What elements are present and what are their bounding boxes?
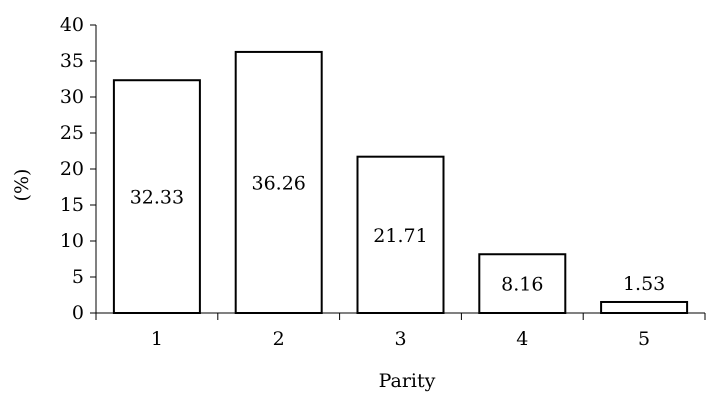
y-tick-label: 35 xyxy=(60,50,84,72)
y-tick-label: 0 xyxy=(72,302,84,324)
x-tick-label: 5 xyxy=(638,328,650,350)
bar-1 xyxy=(112,79,201,314)
x-tick-label: 4 xyxy=(516,328,528,350)
y-tick-label: 10 xyxy=(60,230,84,252)
data-label: 1.53 xyxy=(623,273,665,295)
x-axis-title: Parity xyxy=(379,370,436,392)
data-label: 21.71 xyxy=(373,225,427,247)
bar-5 xyxy=(600,300,689,315)
y-axis-title: (%) xyxy=(11,169,33,202)
y-tick-label: 15 xyxy=(60,194,84,216)
bar-4 xyxy=(478,253,567,314)
bar-3 xyxy=(356,155,445,314)
y-axis: 0 5 10 15 20 25 30 35 40 xyxy=(60,14,97,324)
bars xyxy=(112,50,689,315)
y-tick-label: 25 xyxy=(60,122,84,144)
bar-2 xyxy=(234,50,323,314)
x-axis: 1 2 3 4 5 xyxy=(95,312,706,350)
data-label: 32.33 xyxy=(130,187,184,209)
y-tick-label: 20 xyxy=(60,158,84,180)
y-tick-label: 30 xyxy=(60,86,84,108)
x-tick-label: 2 xyxy=(273,328,285,350)
x-tick-label: 3 xyxy=(394,328,406,350)
data-label: 36.26 xyxy=(251,172,305,194)
x-tick-label: 1 xyxy=(151,328,163,350)
data-label: 8.16 xyxy=(501,274,543,296)
data-labels: 32.33 36.26 21.71 8.16 1.53 xyxy=(130,172,666,295)
y-tick-label: 40 xyxy=(60,14,84,36)
y-tick-label: 5 xyxy=(72,266,84,288)
